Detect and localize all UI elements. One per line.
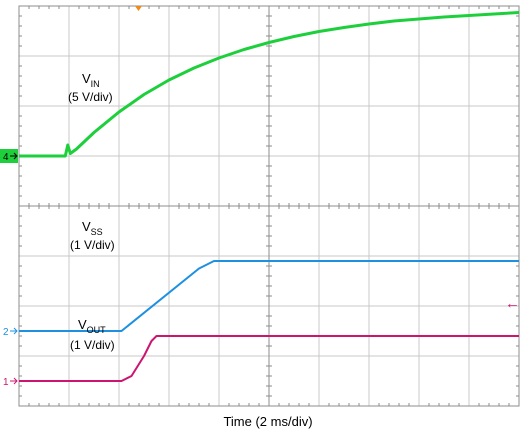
- svg-text:4: 4: [3, 152, 9, 163]
- svg-text:2: 2: [3, 327, 9, 338]
- vss-scale-label: (1 V/div): [70, 238, 115, 252]
- vss-label: VSS: [82, 219, 103, 237]
- trigger-level-marker: ←: [505, 295, 520, 312]
- vout-label: VOUT: [78, 317, 106, 335]
- vin-scale-label: (5 V/div): [68, 90, 113, 104]
- plot-frame: [18, 5, 520, 407]
- vout-channel-marker: 1: [3, 377, 18, 388]
- vin-trace: [19, 11, 520, 158]
- vss-trace: [19, 260, 519, 332]
- vout-scale-label: (1 V/div): [70, 338, 115, 352]
- vin-label: VIN: [82, 71, 100, 89]
- waveform-traces: [19, 11, 520, 382]
- trigger-position-marker: [135, 6, 142, 11]
- svg-text:1: 1: [3, 377, 9, 388]
- vout-trace: [19, 335, 519, 382]
- vss-channel-marker: 2: [3, 327, 18, 338]
- graticule: [18, 5, 520, 407]
- vin-channel-marker: 4: [0, 149, 18, 163]
- channel-markers: 4 2 1: [0, 149, 18, 388]
- x-axis-label: Time (2 ms/div): [223, 414, 312, 429]
